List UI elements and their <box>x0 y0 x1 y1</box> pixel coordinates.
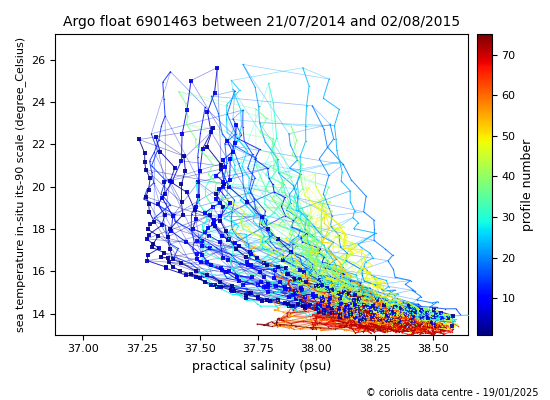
Text: © coriolis data centre - 19/01/2025: © coriolis data centre - 19/01/2025 <box>366 388 539 398</box>
Title: Argo float 6901463 between 21/07/2014 and 02/08/2015: Argo float 6901463 between 21/07/2014 an… <box>63 15 460 29</box>
Y-axis label: profile number: profile number <box>521 138 534 231</box>
Y-axis label: sea temperature in-situ its-90 scale (degree_Celsius): sea temperature in-situ its-90 scale (de… <box>15 37 26 332</box>
X-axis label: practical salinity (psu): practical salinity (psu) <box>192 360 331 373</box>
